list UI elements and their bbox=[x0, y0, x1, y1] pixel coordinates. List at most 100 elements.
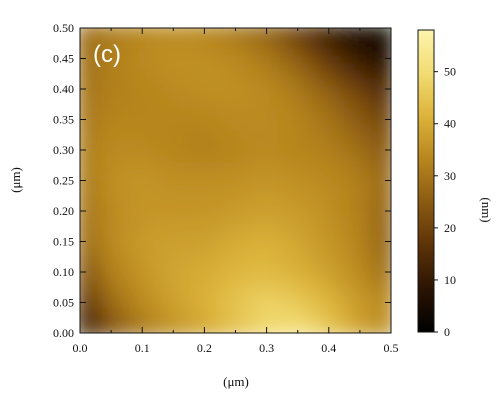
heatmap-cell bbox=[238, 321, 248, 330]
heatmap-cell bbox=[98, 168, 108, 178]
heatmap-cell bbox=[231, 290, 240, 300]
heatmap-cell bbox=[176, 275, 186, 284]
heatmap-cell bbox=[168, 61, 178, 71]
heatmap-cell bbox=[347, 260, 357, 269]
heatmap-cell bbox=[137, 206, 147, 216]
heatmap-cell bbox=[378, 237, 388, 246]
heatmap-cell bbox=[80, 313, 85, 323]
heatmap-cell bbox=[168, 38, 178, 48]
heatmap-cell bbox=[285, 237, 295, 246]
colorbar-tick-label: 10 bbox=[444, 273, 456, 287]
heatmap-cell bbox=[386, 99, 391, 109]
heatmap-cell bbox=[223, 176, 233, 185]
heatmap-cell bbox=[285, 138, 295, 147]
heatmap-cell bbox=[153, 252, 163, 262]
heatmap-cell bbox=[339, 290, 349, 300]
heatmap-cell bbox=[145, 31, 155, 40]
heatmap-cell bbox=[83, 176, 93, 185]
heatmap-cell bbox=[223, 28, 233, 33]
heatmap-cell bbox=[347, 115, 357, 124]
heatmap-cell bbox=[145, 153, 155, 162]
heatmap-cell bbox=[285, 160, 295, 170]
heatmap-cell bbox=[301, 69, 310, 79]
heatmap-cell bbox=[355, 31, 365, 40]
heatmap-cell bbox=[106, 252, 116, 262]
heatmap-cell bbox=[254, 107, 264, 117]
heatmap-cell bbox=[215, 160, 225, 170]
heatmap-cell bbox=[324, 168, 334, 178]
heatmap-cell bbox=[308, 54, 318, 63]
heatmap-cell bbox=[106, 229, 116, 239]
heatmap-cell bbox=[145, 275, 155, 284]
heatmap-cell bbox=[145, 54, 155, 63]
heatmap-cell bbox=[223, 282, 233, 292]
heatmap-cell bbox=[316, 191, 326, 201]
heatmap-cell bbox=[254, 84, 264, 94]
heatmap-cell bbox=[371, 328, 380, 333]
heatmap-cell bbox=[215, 130, 225, 140]
heatmap-cell bbox=[192, 168, 202, 178]
heatmap-cell bbox=[355, 221, 365, 231]
heatmap-cell bbox=[176, 122, 186, 132]
heatmap-cell bbox=[378, 92, 388, 101]
heatmap-cell bbox=[246, 305, 256, 315]
heatmap-cell bbox=[98, 267, 108, 277]
heatmap-cell bbox=[269, 321, 279, 330]
heatmap-cell bbox=[114, 61, 124, 71]
heatmap-cell bbox=[386, 290, 391, 300]
heatmap-cell bbox=[231, 92, 240, 101]
heatmap-cell bbox=[83, 122, 93, 132]
heatmap-cell bbox=[285, 168, 295, 178]
heatmap-cell bbox=[308, 77, 318, 86]
heatmap-cell bbox=[168, 54, 178, 63]
heatmap-cell bbox=[269, 122, 279, 132]
heatmap-cell bbox=[339, 28, 349, 33]
heatmap-cell bbox=[91, 61, 100, 71]
heatmap-cell bbox=[246, 31, 256, 40]
heatmap-cell bbox=[355, 206, 365, 216]
heatmap-cell bbox=[293, 229, 303, 239]
heatmap-cell bbox=[91, 69, 100, 79]
heatmap-cell bbox=[184, 321, 194, 330]
heatmap-cell bbox=[91, 244, 100, 254]
heatmap-cell bbox=[347, 321, 357, 330]
heatmap-cell bbox=[153, 99, 163, 109]
heatmap-cell bbox=[207, 229, 217, 239]
heatmap-cell bbox=[308, 313, 318, 323]
heatmap-cell bbox=[246, 290, 256, 300]
heatmap-cell bbox=[145, 99, 155, 109]
heatmap-cell bbox=[262, 290, 271, 300]
heatmap-cell bbox=[83, 61, 93, 71]
y-tick-label: 0.15 bbox=[53, 235, 74, 249]
heatmap-cell bbox=[168, 290, 178, 300]
heatmap-cell bbox=[106, 122, 116, 132]
heatmap-cell bbox=[83, 99, 93, 109]
heatmap-cell bbox=[254, 206, 264, 216]
heatmap-cell bbox=[371, 305, 380, 315]
heatmap-cell bbox=[269, 38, 279, 48]
heatmap-cell bbox=[339, 77, 349, 86]
heatmap-cell bbox=[98, 130, 108, 140]
heatmap-cell bbox=[161, 61, 170, 71]
heatmap-cell bbox=[363, 305, 373, 315]
heatmap-cell bbox=[83, 153, 93, 162]
heatmap-cell bbox=[339, 38, 349, 48]
heatmap-cell bbox=[106, 321, 116, 330]
heatmap-cell bbox=[347, 153, 357, 162]
heatmap-cell bbox=[98, 77, 108, 86]
heatmap-cell bbox=[301, 206, 310, 216]
heatmap-cell bbox=[91, 92, 100, 101]
heatmap-cell bbox=[215, 237, 225, 246]
heatmap-cell bbox=[386, 138, 391, 147]
heatmap-cell bbox=[246, 92, 256, 101]
heatmap-cell bbox=[324, 54, 334, 63]
heatmap-cell bbox=[130, 153, 139, 162]
heatmap-cell bbox=[83, 145, 93, 155]
heatmap-cell bbox=[200, 92, 209, 101]
heatmap-cell bbox=[316, 92, 326, 101]
heatmap-cell bbox=[145, 267, 155, 277]
heatmap-cell bbox=[254, 138, 264, 147]
heatmap-cell bbox=[355, 183, 365, 193]
heatmap-cell bbox=[301, 313, 310, 323]
heatmap-cell bbox=[91, 252, 100, 262]
